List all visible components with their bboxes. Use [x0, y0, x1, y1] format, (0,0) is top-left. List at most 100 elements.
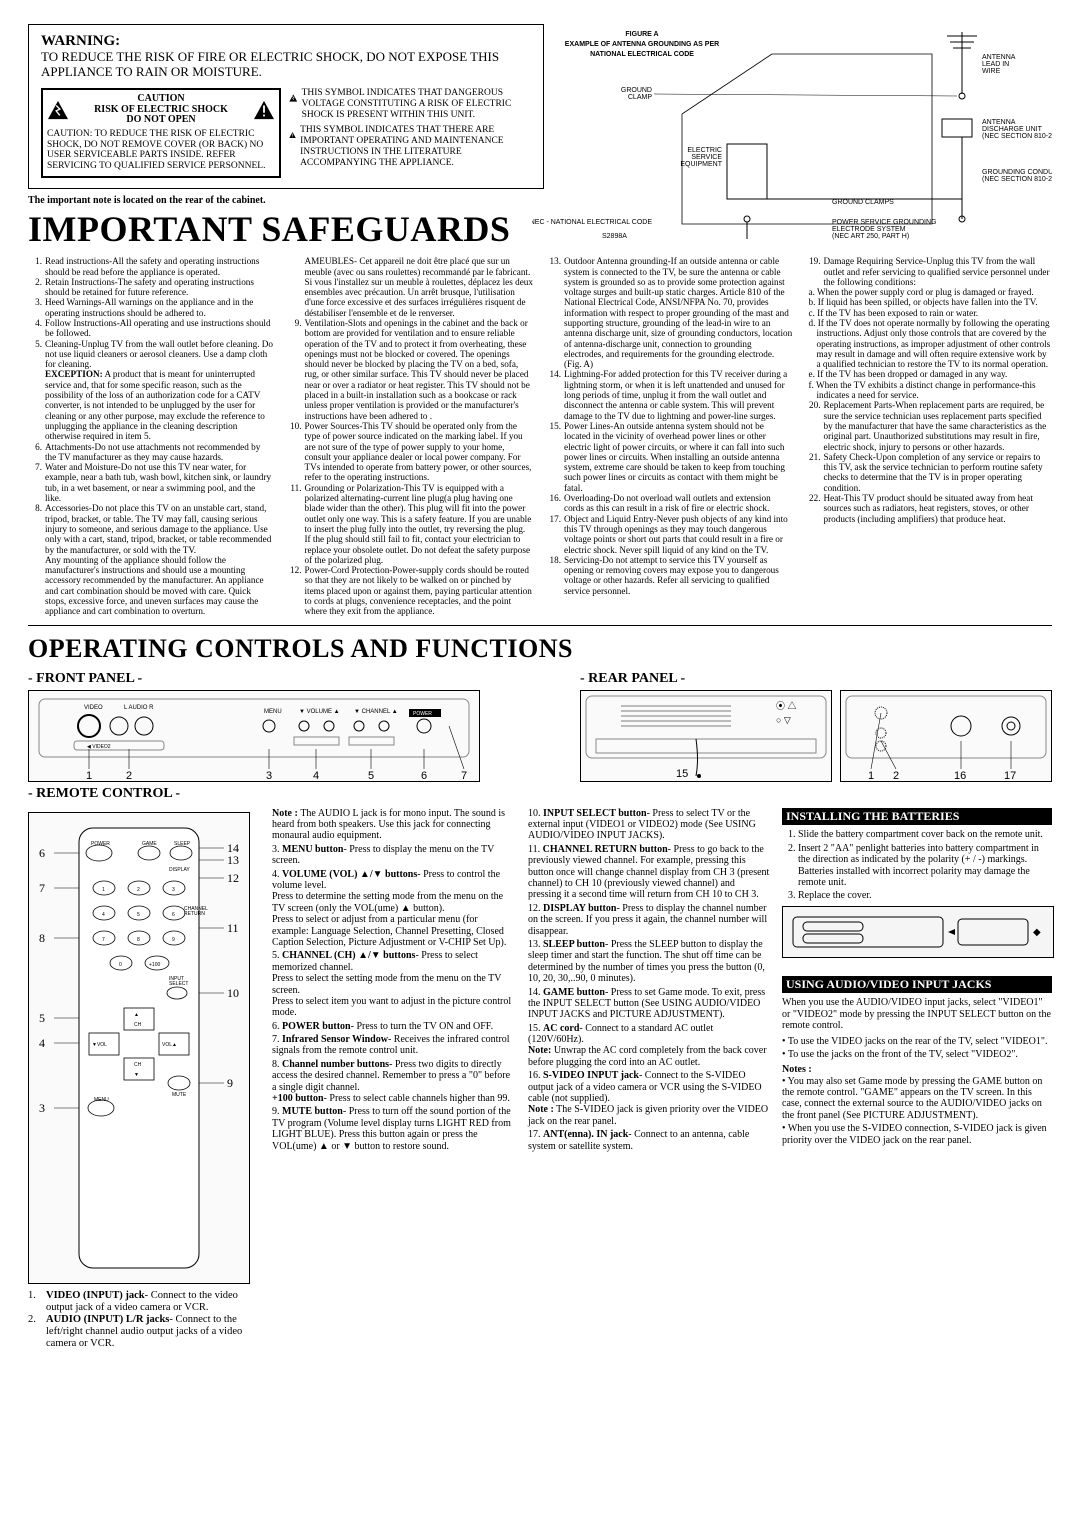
antenna-diagram: FIGURE A EXAMPLE OF ANTENNA GROUNDING AS… — [532, 24, 1052, 244]
svg-text:8: 8 — [39, 931, 45, 945]
svg-text:7: 7 — [461, 770, 467, 781]
caution-body: CAUTION: TO REDUCE THE RISK OF ELECTRIC … — [47, 129, 275, 173]
safeguard-item: 11.Grounding or Polarization-This TV is … — [288, 483, 534, 565]
svg-text:9: 9 — [172, 937, 175, 943]
svg-text:2: 2 — [126, 770, 132, 781]
lbl-groundclamp: GROUND — [621, 87, 652, 94]
svg-text:GAME: GAME — [142, 841, 157, 847]
svg-text:6: 6 — [421, 770, 427, 781]
lbl-conductors: GROUNDING CONDUCTORS — [982, 169, 1052, 176]
install-step: Insert 2 "AA" penlight batteries into ba… — [798, 843, 1052, 889]
lbl-equip: ELECTRIC — [687, 147, 722, 154]
svg-text:ELECTRODE SYSTEM: ELECTRODE SYSTEM — [832, 226, 906, 233]
svg-text:CH: CH — [134, 1062, 142, 1068]
ops-item: 16. S-VIDEO INPUT jack- Connect to the S… — [528, 1070, 770, 1127]
svg-text:4: 4 — [39, 1036, 45, 1050]
safeguard-item: 15.Power Lines-An outside antenna system… — [547, 421, 793, 493]
caution-row: CAUTION RISK OF ELECTRIC SHOCK DO NOT OP… — [41, 88, 531, 178]
svg-text:DISPLAY: DISPLAY — [169, 867, 190, 873]
svg-text:VIDEO: VIDEO — [84, 705, 103, 711]
front-label: - FRONT PANEL - — [28, 671, 570, 687]
lower-right: INSTALLING THE BATTERIES Slide the batte… — [782, 808, 1052, 1350]
svg-text:RETURN: RETURN — [184, 911, 205, 917]
caution-right: THIS SYMBOL INDICATES THAT DANGEROUS VOL… — [289, 88, 531, 178]
svg-text:11: 11 — [227, 921, 239, 935]
svg-text:MENU: MENU — [264, 709, 282, 715]
svg-text:7: 7 — [102, 937, 105, 943]
shock-triangle-icon — [289, 88, 298, 108]
svg-text:DISCHARGE UNIT: DISCHARGE UNIT — [982, 126, 1043, 133]
svg-text:⦿ △: ⦿ △ — [776, 701, 797, 711]
safeguard-item: 5.Cleaning-Unplug TV from the wall outle… — [28, 339, 274, 442]
separator — [28, 625, 1052, 626]
lbl-nec: NEC - NATIONAL ELECTRICAL CODE — [532, 219, 652, 226]
svg-text:CLAMP: CLAMP — [628, 94, 652, 101]
ops-item: Note : The AUDIO L jack is for mono inpu… — [272, 808, 514, 842]
svg-text:SELECT: SELECT — [169, 981, 188, 987]
remote-label: - REMOTE CONTROL - — [28, 786, 1052, 802]
svg-text:▲: ▲ — [134, 1012, 139, 1018]
svg-text:WIRE: WIRE — [982, 68, 1001, 75]
svg-text:13: 13 — [227, 853, 239, 867]
svg-text:15: 15 — [676, 768, 688, 780]
svg-text:MENU: MENU — [94, 1097, 109, 1103]
ops-item: 13. SLEEP button- Press the SLEEP button… — [528, 939, 770, 985]
svg-text:CH: CH — [134, 1022, 142, 1028]
lower-section: POWER GAME SLEEP DISPLAY 1 2 3 4 5 6 CHA… — [28, 808, 1052, 1350]
lbl-code: S2898A — [602, 233, 627, 240]
svg-text:▼ VOLUME ▲: ▼ VOLUME ▲ — [299, 709, 340, 715]
install-list: Slide the battery compartment cover back… — [782, 829, 1052, 901]
safeguard-item: 14.Lightning-For added protection for th… — [547, 369, 793, 420]
svg-text:9: 9 — [227, 1076, 233, 1090]
lower-left-items: 1.VIDEO (INPUT) jack- Connect to the vid… — [28, 1290, 260, 1350]
install-step: Replace the cover. — [798, 890, 1052, 901]
svg-text:VOL▲: VOL▲ — [162, 1042, 177, 1048]
lbl-electrode: POWER SERVICE GROUNDING — [832, 219, 937, 226]
safeguard-item: 22.Heat-This TV product should be situat… — [807, 493, 1053, 524]
svg-text:+100: +100 — [149, 962, 160, 968]
jacks-b2: • To use the jacks on the front of the T… — [782, 1049, 1052, 1060]
ops-item: 15. AC cord- Connect to a standard AC ou… — [528, 1023, 770, 1069]
warning-box: WARNING: TO REDUCE THE RISK OF FIRE OR E… — [28, 24, 544, 189]
svg-text:SLEEP: SLEEP — [174, 841, 191, 847]
rear-label: - REAR PANEL - — [580, 671, 1052, 687]
safeguards-columns: 1.Read instructions-All the safety and o… — [28, 256, 1052, 616]
svg-text:6: 6 — [172, 912, 175, 918]
ops-item: 11. CHANNEL RETURN button- Press to go b… — [528, 844, 770, 901]
ops-item: 7. Infrared Sensor Window- Receives the … — [272, 1034, 514, 1057]
svg-text:16: 16 — [954, 770, 966, 781]
svg-text:POWER: POWER — [91, 841, 110, 847]
svg-text:SERVICE: SERVICE — [691, 154, 722, 161]
ops-item: 9. MUTE button- Press to turn off the so… — [272, 1106, 514, 1152]
install-header: INSTALLING THE BATTERIES — [782, 808, 1052, 826]
safeguard-item: 1.Read instructions-All the safety and o… — [28, 256, 274, 277]
safeguard-item: 4.Follow Instructions-All operating and … — [28, 318, 274, 339]
remote-diagram: POWER GAME SLEEP DISPLAY 1 2 3 4 5 6 CHA… — [28, 812, 250, 1284]
jacks-notes-label: Notes : — [782, 1064, 1052, 1075]
jacks-n2: • When you use the S-VIDEO connection, S… — [782, 1123, 1052, 1146]
ops-item: 4. VOLUME (VOL) ▲/▼ buttons- Press to co… — [272, 869, 514, 949]
svg-text:◀ VIDEO2: ◀ VIDEO2 — [87, 744, 111, 750]
svg-text:7: 7 — [39, 881, 45, 895]
safeguard-item: a. When the power supply cord or plug is… — [807, 287, 1053, 297]
safeguard-item: c. If the TV has been exposed to rain or… — [807, 308, 1053, 318]
svg-text:6: 6 — [39, 846, 45, 860]
lbl-discharge: ANTENNA — [982, 119, 1016, 126]
svg-text:12: 12 — [227, 871, 239, 885]
svg-text:LEAD IN: LEAD IN — [982, 61, 1009, 68]
jack-item: 1.VIDEO (INPUT) jack- Connect to the vid… — [28, 1290, 260, 1314]
fig-a: FIGURE A — [625, 31, 658, 38]
safeguard-item: 7.Water and Moisture-Do not use this TV … — [28, 462, 274, 503]
safeguard-item: b. If liquid has been spilled, or object… — [807, 297, 1053, 307]
ops-item: 8. Channel number buttons- Press two dig… — [272, 1059, 514, 1105]
svg-text:L AUDIO R: L AUDIO R — [124, 705, 154, 711]
ops-item: 3. MENU button- Press to display the men… — [272, 844, 514, 867]
jacks-n1: • You may also set Game mode by pressing… — [782, 1076, 1052, 1122]
safeguard-item: 17.Object and Liquid Entry-Never push ob… — [547, 514, 793, 555]
safeguard-item: f. When the TV exhibits a distinct chang… — [807, 380, 1053, 401]
svg-text:○ ▽: ○ ▽ — [776, 715, 791, 725]
warning-text: TO REDUCE THE RISK OF FIRE OR ELECTRIC S… — [41, 50, 531, 80]
safeguard-item: e. If the TV has been dropped or damaged… — [807, 369, 1053, 379]
jack-item: 2.AUDIO (INPUT) L/R jacks- Connect to th… — [28, 1314, 260, 1350]
safeguard-item: 9.Ventilation-Slots and openings in the … — [288, 318, 534, 421]
